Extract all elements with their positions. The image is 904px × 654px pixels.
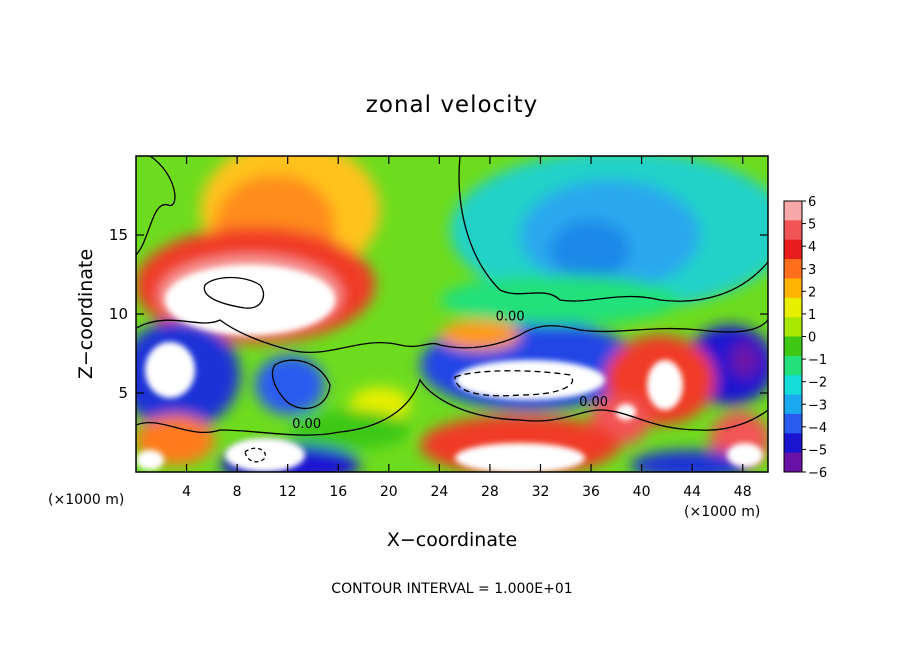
colorbar-tick-label: −3: [808, 398, 827, 413]
x-tick-label: 40: [633, 484, 651, 500]
x-tick-label: 4: [182, 484, 191, 500]
colorbar-segment: [784, 220, 802, 241]
x-tick-label: 32: [532, 484, 550, 500]
colorbar-tick-label: 5: [808, 218, 816, 233]
colorbar-tick-label: 4: [808, 240, 816, 255]
x-tick-label: 36: [582, 484, 600, 500]
colorbar-segment: [784, 259, 802, 279]
x-tick-label: 44: [683, 484, 701, 500]
colorbar-tick-label: 0: [808, 331, 816, 346]
x-tick-label: 20: [380, 484, 398, 500]
colorbar-segment: [784, 394, 802, 415]
colorbar-segment: [784, 278, 802, 299]
colorbar-tick-label: −4: [808, 421, 827, 436]
colorbar-tick-label: 3: [808, 263, 816, 278]
x-tick-label: 28: [481, 484, 499, 500]
colorbar-tick-label: −1: [808, 353, 827, 368]
colorbar-segment: [784, 375, 802, 396]
colorbar-segment: [784, 433, 802, 454]
y-tick-label: 15: [109, 226, 128, 244]
y-tick-label: 5: [118, 384, 128, 402]
contour-label: 0.00: [579, 395, 608, 410]
x-tick-label: 12: [279, 484, 297, 500]
colorbar-segment: [784, 201, 802, 221]
x-axis-label: X−coordinate: [387, 529, 517, 551]
y-tick-label: 10: [109, 305, 128, 323]
x-tick-label: 8: [233, 484, 242, 500]
contour-interval-footer: CONTOUR INTERVAL = 1.000E+01: [331, 581, 572, 597]
colorbar-tick-label: −5: [808, 443, 827, 458]
colorbar-segment: [784, 297, 802, 318]
plot-area: 0.00 0.00 0.00: [136, 156, 768, 472]
colorbar-segment: [784, 239, 802, 260]
contour-label: 0.00: [496, 310, 525, 325]
x-tick-label: 16: [329, 484, 347, 500]
colorbar-tick-label: 6: [808, 195, 816, 210]
chart-title: zonal velocity: [366, 92, 538, 118]
colorbar-tick-label: −6: [808, 466, 827, 481]
contour-label: 0.00: [292, 417, 321, 432]
x-unit-left: (×1000 m): [48, 492, 124, 508]
contour-labels: 0.00 0.00 0.00: [292, 310, 608, 432]
colorbar-segment: [784, 317, 802, 337]
y-axis-ticks: 5 10 15: [109, 226, 768, 402]
x-axis-ticks: 4 8 12 16 20 24 28 32 36 40 44 48: [182, 156, 752, 500]
x-tick-label: 24: [430, 484, 448, 500]
colorbar-tick-label: 1: [808, 308, 816, 323]
saturated-regions: [136, 265, 763, 472]
colorbar-tick-label: 2: [808, 285, 816, 300]
y-axis-label: Z−coordinate: [75, 249, 97, 379]
colorbar-tick-label: −2: [808, 376, 827, 391]
x-tick-label: 48: [734, 484, 752, 500]
colorbar-segment: [784, 413, 802, 434]
contour-lines: [136, 156, 768, 463]
colorbar-segment: [784, 355, 802, 376]
x-unit-right: (×1000 m): [684, 504, 760, 520]
colorbar: 6 5 4 3 2 1 0 −1 −2 −3 −4 −5 −6: [783, 195, 827, 481]
colorbar-segment: [784, 452, 802, 473]
colorbar-segment: [784, 336, 802, 357]
